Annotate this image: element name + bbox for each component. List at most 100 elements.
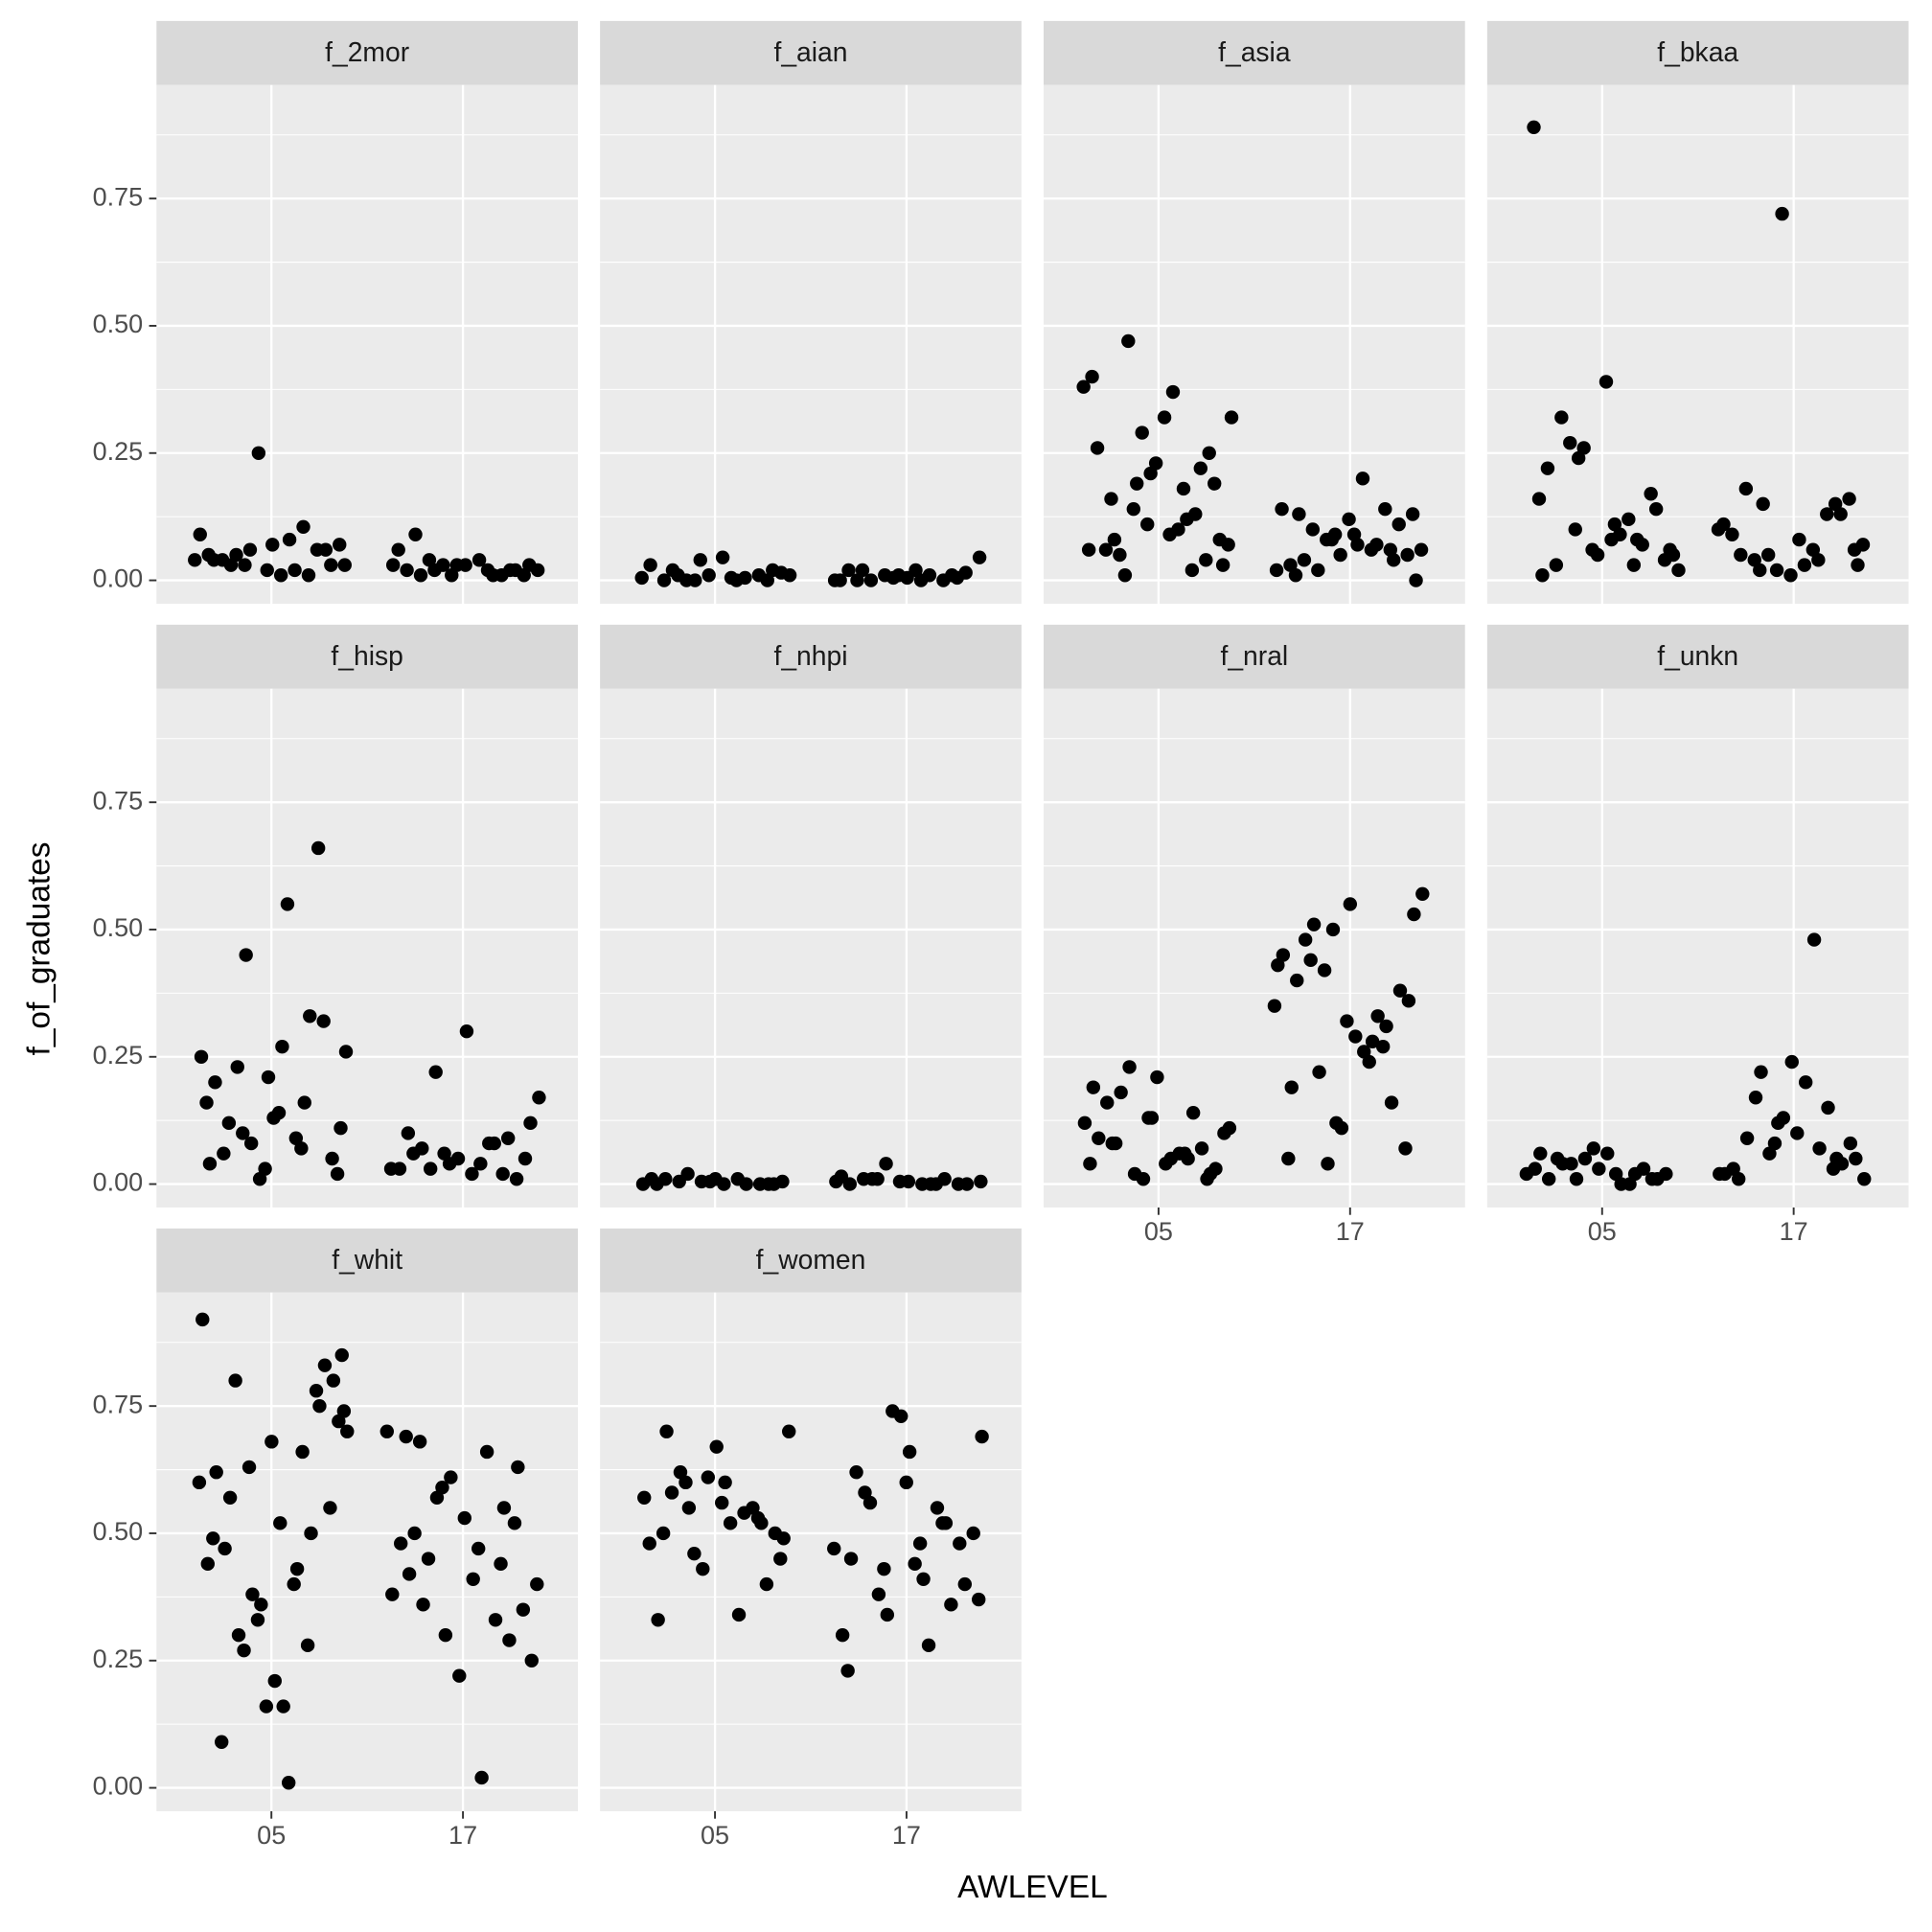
point [333,538,347,552]
point [693,553,707,567]
point [840,1664,855,1678]
point [1333,547,1347,563]
panel [1044,688,1465,1208]
point [522,558,537,572]
point [304,1526,318,1541]
point [694,1174,709,1189]
point [730,1172,745,1186]
point [1104,492,1118,506]
point [767,1177,781,1191]
point [218,1541,232,1556]
point [1826,1162,1841,1176]
point [671,568,685,583]
point [1769,563,1784,578]
point [1180,512,1194,527]
point [196,1312,210,1327]
point [1519,1166,1534,1182]
point [1798,1075,1813,1090]
y-tick-label: 0.00 [93,1168,144,1197]
point [391,542,405,557]
point [1117,568,1133,583]
point [206,1531,220,1546]
point [496,1501,512,1515]
point [1208,1162,1223,1176]
point [1212,532,1227,547]
point [1731,1172,1746,1186]
point [1114,1085,1128,1100]
point [899,1475,913,1490]
point [325,1151,339,1166]
panel [600,688,1022,1208]
point [715,1495,729,1510]
point [383,1162,399,1176]
point [457,1510,472,1526]
point [1531,492,1547,506]
point [1370,1009,1385,1024]
point [239,948,253,962]
y-tick-label: 0.25 [93,437,144,466]
point [1321,1157,1335,1171]
point [1162,527,1177,541]
point [1541,1172,1556,1186]
point [289,1561,305,1576]
x-tick-label: 17 [1780,1217,1808,1246]
point [1305,522,1321,537]
point [1107,532,1122,547]
point [1150,1070,1164,1085]
point [892,1174,908,1189]
point [1590,547,1605,563]
point [1600,1146,1615,1161]
point [316,1014,331,1028]
x-axis-title: AWLEVEL [957,1870,1108,1905]
point [1767,1136,1782,1151]
x-tick-label: 05 [257,1821,286,1850]
point [929,1177,943,1191]
point [841,563,856,578]
point [891,568,906,583]
point [259,1699,274,1714]
point [1555,1157,1570,1171]
point [422,553,437,567]
point [1843,1136,1858,1151]
point [280,897,295,911]
y-tick-label: 0.00 [93,1772,144,1801]
point [288,563,302,578]
point [715,550,730,564]
point [1141,1111,1156,1125]
strip [156,624,579,689]
strip [156,20,579,85]
point [718,1475,732,1490]
point [729,573,744,587]
point [423,1162,438,1176]
x-tick-label: 17 [1336,1217,1365,1246]
strip-label: f_asia [1218,36,1291,67]
point [413,568,428,583]
y-tick-label: 0.25 [93,1644,144,1673]
point [915,1177,930,1191]
point [751,568,767,583]
point [1303,953,1318,968]
panel [156,84,579,604]
point [1409,573,1423,587]
point [731,1607,747,1622]
point [400,563,414,578]
panel [600,84,1022,604]
point [1747,553,1761,567]
point [332,1414,346,1429]
point [1614,1177,1628,1191]
point [523,1116,538,1131]
point [1092,1131,1106,1145]
point [188,553,202,567]
point [1317,963,1332,978]
point [1762,1146,1777,1161]
point [438,1628,453,1643]
point [1627,1166,1643,1182]
point [1334,1120,1349,1136]
point [1756,496,1770,512]
point [1135,426,1149,440]
point [1340,1014,1354,1028]
panel [1486,84,1909,604]
point [1576,441,1591,455]
point [1267,999,1282,1013]
point [1346,527,1362,541]
